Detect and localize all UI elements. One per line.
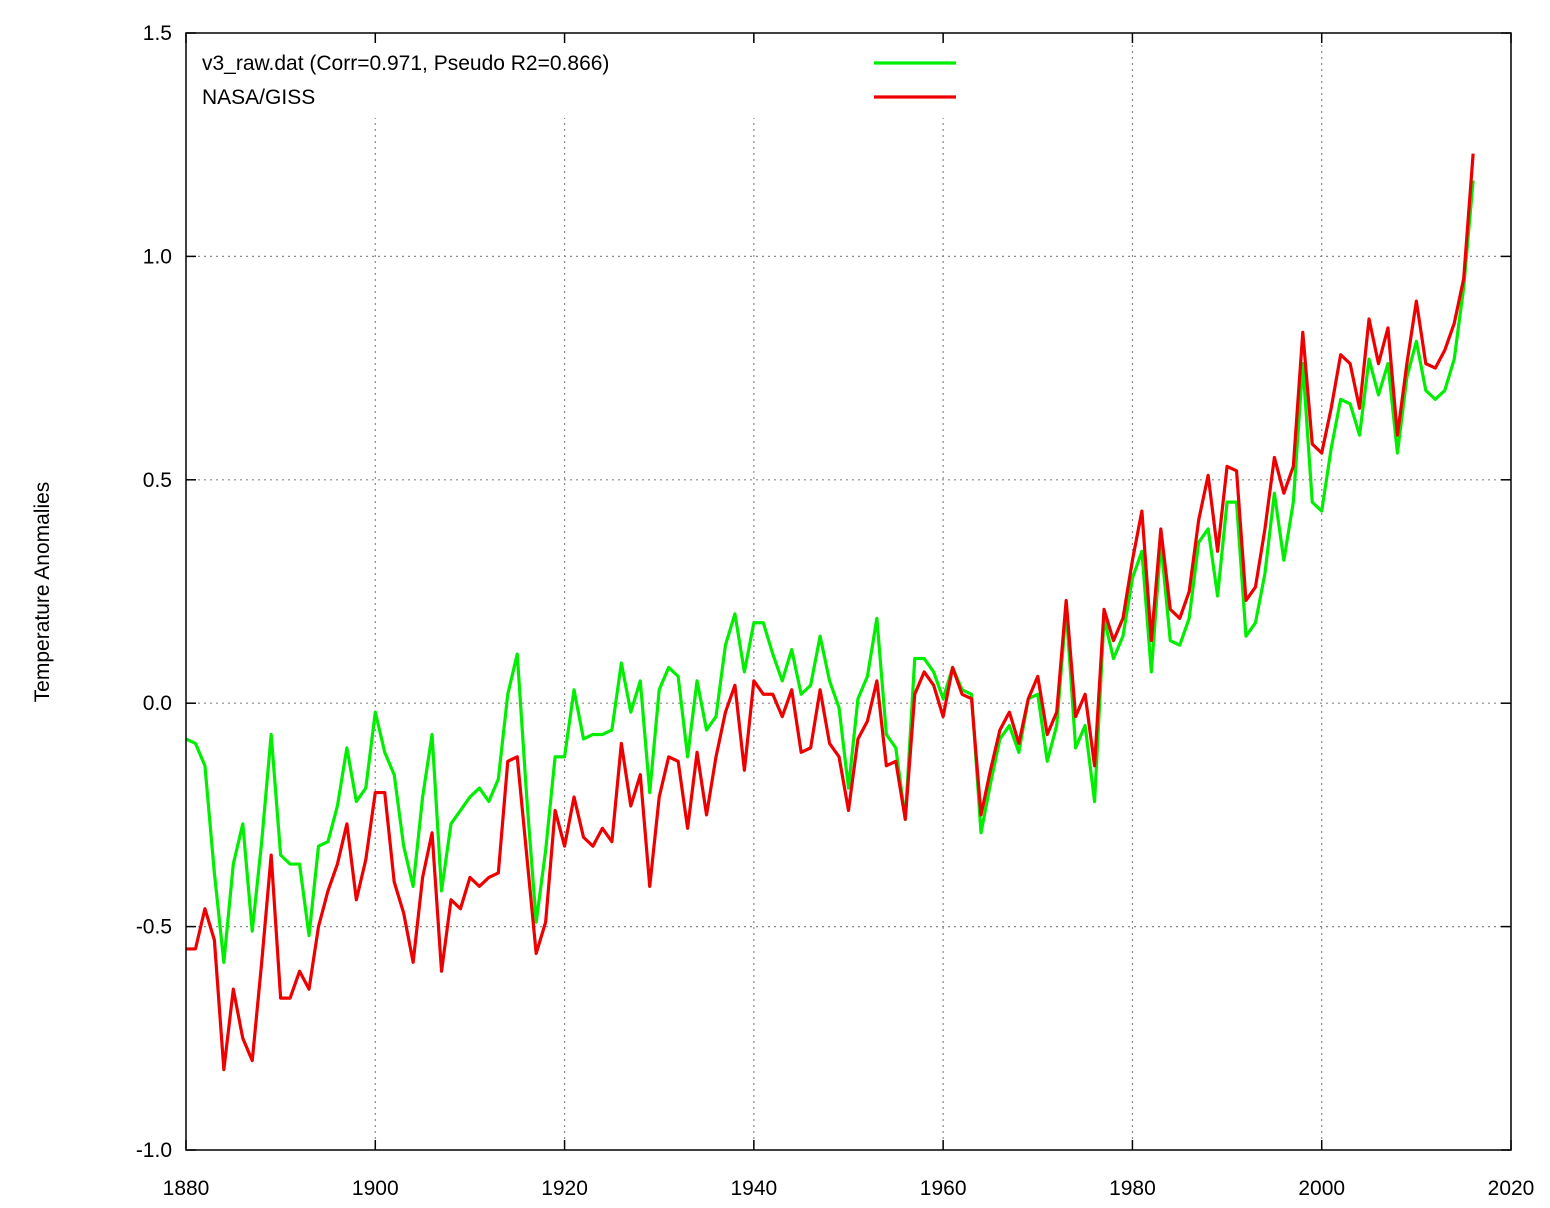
legend-label-nasa-giss: NASA/GISS [202, 86, 315, 109]
series-line-v3-raw [185, 180, 1475, 964]
y-tick-label: -0.5 [136, 916, 172, 939]
x-tick-label: 2020 [1488, 1177, 1535, 1200]
y-axis-title: Temperature Anomalies [31, 482, 54, 703]
axis-ticks [185, 32, 1512, 1151]
x-tick-label: 2000 [1298, 1177, 1345, 1200]
plot-frame [185, 32, 1512, 1151]
legend-background [188, 40, 968, 118]
tick-labels: -1.0 -0.5 0.0 0.5 1.0 1.5 1880 1900 1920 1940 1960… [136, 22, 1535, 1200]
x-tick-label: 1880 [163, 1177, 210, 1200]
legend: v3_raw.dat (Corr=0.971, Pseudo R2=0.866)… [202, 52, 956, 109]
y-tick-label: 1.5 [143, 22, 172, 45]
y-tick-label: 1.0 [143, 245, 172, 268]
y-tick-label: 0.0 [143, 692, 172, 715]
legend-label-v3-raw: v3_raw.dat (Corr=0.971, Pseudo R2=0.866) [202, 52, 609, 75]
x-tick-label: 1980 [1109, 1177, 1156, 1200]
series-lines [185, 153, 1475, 1072]
x-tick-label: 1900 [352, 1177, 399, 1200]
grid-lines [186, 33, 1511, 1150]
y-tick-label: 0.5 [143, 469, 172, 492]
x-tick-label: 1960 [920, 1177, 967, 1200]
y-tick-label: -1.0 [136, 1139, 172, 1162]
x-tick-label: 1940 [730, 1177, 777, 1200]
x-tick-label: 1920 [541, 1177, 588, 1200]
series-line-nasa-giss [186, 153, 1475, 1072]
